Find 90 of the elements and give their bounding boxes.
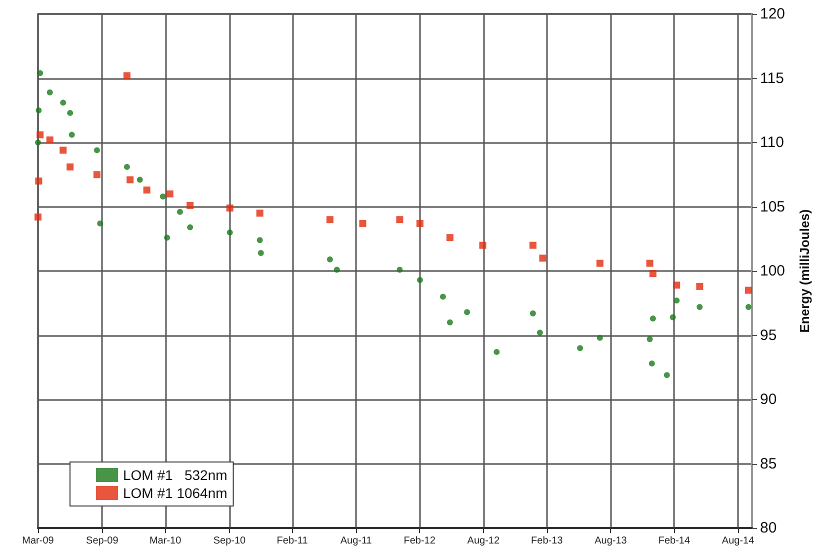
point [646, 336, 653, 342]
point [226, 204, 234, 212]
point [446, 319, 453, 326]
x-tick-label: Feb-14 [658, 536, 690, 546]
y-tick-label: 115 [760, 70, 784, 87]
legend-label: LOM #1 1064nm [123, 485, 228, 501]
x-tick-label: Feb-11 [276, 536, 308, 546]
point [577, 345, 584, 352]
x-tick-label: Sep-09 [86, 536, 119, 546]
y-tick-label: 90 [760, 391, 777, 408]
point [674, 298, 680, 304]
point [416, 276, 423, 283]
point [93, 171, 100, 178]
point [464, 309, 470, 316]
x-tick-label: Mar-09 [22, 536, 54, 546]
x-tick-label: Feb-12 [404, 536, 436, 546]
y-tick-label: 100 [760, 262, 786, 280]
point [696, 304, 703, 310]
point [256, 210, 264, 217]
point [258, 250, 264, 256]
point [745, 286, 752, 294]
point [166, 190, 174, 198]
x-tick-label: Feb-13 [531, 536, 564, 546]
point [440, 294, 446, 300]
point [94, 147, 100, 154]
point [539, 254, 546, 262]
point [124, 164, 130, 170]
point [35, 140, 41, 146]
point [326, 256, 333, 262]
y-axis-title: Energy (milliJoules) [797, 209, 812, 333]
point [37, 70, 44, 76]
point [160, 193, 166, 200]
point [68, 132, 75, 138]
point [650, 316, 656, 322]
point [494, 348, 500, 355]
point [143, 186, 150, 194]
point [256, 237, 263, 244]
point [187, 224, 194, 230]
x-tick-label: Sep-10 [213, 536, 246, 546]
point [60, 100, 66, 106]
point [36, 131, 44, 138]
point [164, 234, 170, 241]
point [46, 136, 54, 144]
y-tick-label: 105 [760, 198, 786, 216]
point [186, 202, 194, 209]
point [596, 260, 604, 267]
point [649, 270, 656, 278]
x-tick-label: Aug-14 [722, 536, 755, 546]
point [123, 72, 130, 80]
point [136, 176, 143, 183]
point [334, 266, 340, 273]
point [67, 110, 74, 116]
x-tick-label: Aug-12 [467, 536, 500, 546]
x-tick-label: Mar-10 [149, 536, 182, 546]
y-tick-label: 110 [760, 134, 784, 151]
point [446, 234, 454, 242]
x-tick-label: Aug-13 [594, 536, 628, 546]
point [176, 208, 183, 215]
point [46, 89, 53, 96]
point [126, 176, 134, 184]
point [746, 304, 752, 310]
point [66, 163, 74, 170]
point [479, 242, 486, 249]
point [696, 282, 704, 290]
point [664, 372, 670, 378]
point [670, 314, 676, 320]
point [226, 229, 233, 236]
point [396, 216, 404, 224]
legend-label: LOM #1 532nm [123, 467, 228, 483]
y-tick-label: 120 [760, 6, 786, 22]
point [673, 282, 680, 289]
point [529, 242, 536, 249]
point [359, 220, 366, 227]
point [396, 266, 403, 273]
point [596, 334, 603, 341]
point [326, 216, 334, 224]
x-tick-label: Aug-11 [340, 536, 372, 546]
point [648, 360, 655, 367]
point [60, 146, 67, 154]
point [646, 260, 654, 267]
y-tick-label: 85 [760, 455, 777, 472]
point [97, 220, 104, 226]
point [34, 214, 42, 221]
point [536, 330, 543, 336]
point [35, 178, 42, 185]
y-tick-label: 95 [760, 326, 777, 344]
point [36, 107, 42, 114]
y-tick-label: 80 [760, 520, 777, 536]
point [416, 220, 424, 227]
point [530, 310, 536, 316]
